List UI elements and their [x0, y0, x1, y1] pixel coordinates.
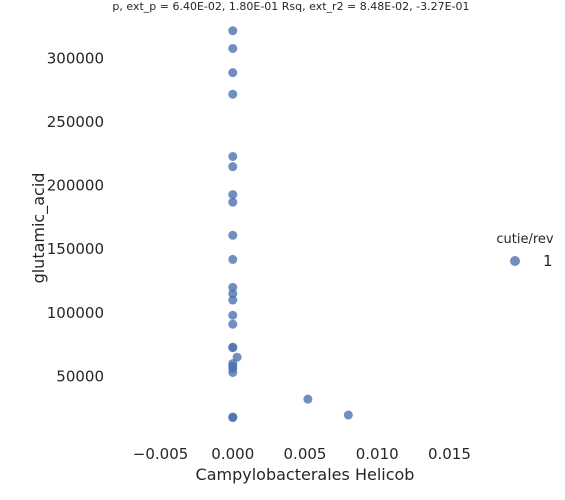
x-axis-label: Campylobacterales Helicob [196, 465, 415, 484]
data-point [228, 43, 238, 53]
data-point [303, 394, 313, 404]
data-point [228, 319, 238, 329]
data-point [228, 162, 238, 172]
legend-title: cutie/rev [496, 232, 554, 247]
x-tick-label: 0.015 [428, 445, 471, 463]
data-point [228, 197, 238, 207]
y-tick-label: 150000 [47, 240, 104, 258]
x-tick-label: 0.000 [211, 445, 254, 463]
x-tick-label: 0.005 [284, 445, 327, 463]
data-point [228, 89, 238, 99]
data-point [228, 254, 238, 264]
data-point [228, 190, 238, 200]
legend-marker [510, 256, 520, 266]
y-tick-label: 250000 [47, 113, 104, 131]
y-axis-ticks: 50000 100000 150000 200000 250000 300000 [47, 50, 104, 386]
data-point [228, 68, 238, 78]
x-tick-label: −0.005 [133, 445, 189, 463]
data-point [228, 282, 238, 292]
data-point [228, 151, 238, 161]
x-tick-label: 0.010 [356, 445, 399, 463]
chart-title: p, ext_p = 6.40E-02, 1.80E-01 Rsq, ext_r… [112, 0, 469, 13]
legend-label-series-1: 1 [543, 252, 553, 270]
x-axis-ticks: −0.005 0.000 0.005 0.010 0.015 [133, 445, 471, 463]
data-point [228, 343, 238, 353]
data-point [228, 26, 238, 36]
data-points [228, 26, 353, 423]
data-point [228, 367, 238, 377]
y-tick-label: 50000 [56, 367, 104, 385]
data-point [228, 310, 238, 320]
y-axis-label: glutamic_acid [29, 173, 49, 284]
data-point [228, 289, 238, 299]
y-tick-label: 200000 [47, 177, 104, 195]
data-point [228, 413, 238, 423]
data-point [228, 230, 238, 240]
data-point [232, 352, 242, 362]
data-point [343, 410, 353, 420]
y-tick-label: 300000 [47, 50, 104, 68]
data-point [228, 295, 238, 305]
y-tick-label: 100000 [47, 304, 104, 322]
legend: cutie/rev 1 [496, 232, 554, 270]
